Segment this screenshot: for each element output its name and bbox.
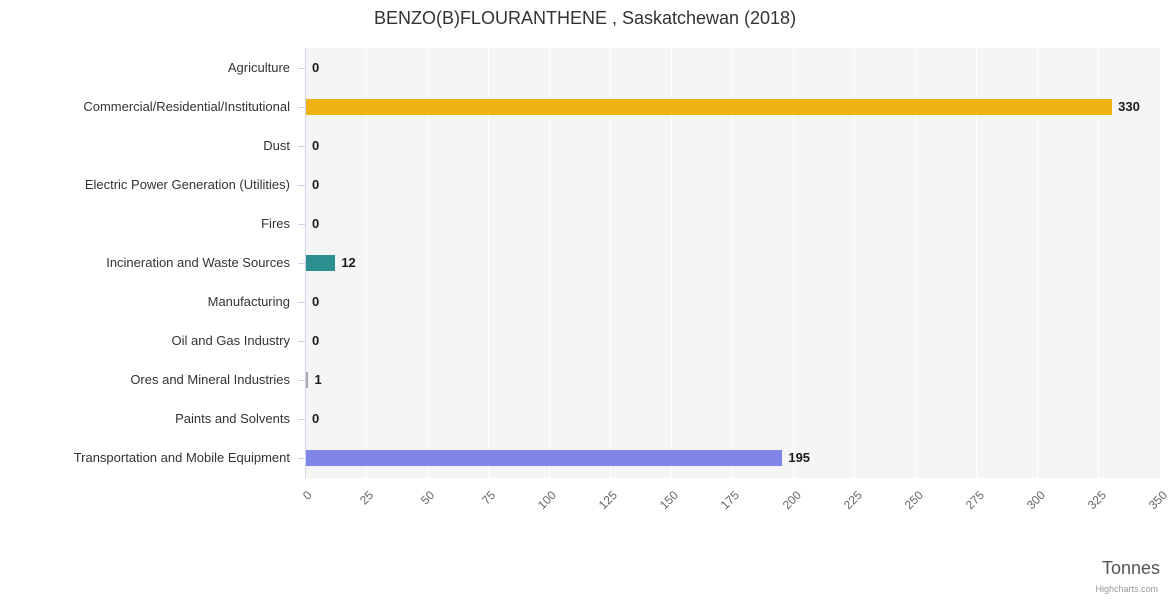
x-gridline	[793, 48, 795, 478]
x-gridline	[1037, 48, 1039, 478]
category-tick	[298, 106, 305, 108]
category-label: Electric Power Generation (Utilities)	[84, 176, 290, 192]
x-gridline	[854, 48, 856, 478]
x-tick-label-text: 100	[535, 488, 560, 513]
x-tick-label-text: 300	[1023, 488, 1048, 513]
x-gridline	[426, 48, 428, 478]
category-label: Oil and Gas Industry	[171, 333, 291, 349]
value-label: 0	[312, 333, 320, 349]
category-tick	[298, 184, 305, 186]
value-label: 330	[1118, 98, 1140, 114]
x-tick-label-text: 275	[962, 488, 987, 513]
x-gridline	[732, 48, 733, 478]
category-label: Ores and Mineral Industries	[130, 372, 290, 388]
x-gridline	[1098, 48, 1100, 478]
category-label: Fires	[261, 215, 290, 231]
category-label: Manufacturing	[207, 294, 290, 310]
x-gridline	[365, 48, 367, 478]
category-label: Incineration and Waste Sources	[106, 255, 290, 270]
value-label: 0	[312, 294, 320, 310]
x-gridline	[1159, 48, 1161, 478]
x-tick-label-text: 125	[596, 488, 621, 513]
value-label: 0	[312, 137, 320, 153]
category-label: Agriculture	[227, 59, 290, 75]
value-label: 0	[312, 215, 320, 231]
category-tick	[298, 263, 305, 264]
chart-title: BENZO(B)FLOURANTHENE , Saskatchewan (201…	[373, 8, 797, 28]
x-gridline	[548, 48, 550, 478]
x-gridline	[976, 48, 978, 478]
x-tick-label-text: 350	[1145, 488, 1170, 513]
bar[interactable]	[306, 255, 336, 271]
bar[interactable]	[306, 98, 1113, 115]
category-tick	[298, 302, 305, 304]
x-tick-label-text: 250	[901, 488, 926, 513]
bar[interactable]	[306, 372, 309, 389]
x-gridline	[487, 48, 489, 478]
x-gridline	[609, 48, 611, 478]
x-tick-label-text: 75	[478, 488, 499, 508]
value-label: 12	[341, 255, 356, 270]
category-tick	[298, 145, 305, 147]
category-tick	[298, 419, 305, 421]
x-gridline	[670, 48, 672, 478]
x-tick-label-text: 200	[779, 488, 804, 513]
x-tick-label-text: 50	[417, 488, 438, 508]
y-axis-line	[305, 48, 306, 478]
value-label: 0	[312, 176, 320, 192]
x-tick-label-text: 0	[300, 488, 315, 503]
x-tick-label-text: 25	[356, 488, 376, 508]
value-label: 195	[788, 450, 811, 466]
category-tick	[298, 341, 305, 343]
category-tick	[298, 380, 305, 382]
category-tick	[298, 223, 305, 225]
category-label: Commercial/Residential/Institutional	[83, 98, 290, 114]
x-tick-label-text: 150	[657, 488, 682, 513]
category-tick	[298, 458, 305, 460]
x-tick-label-text: 225	[840, 488, 865, 513]
value-label: 0	[312, 411, 320, 427]
x-axis-title: Tonnes	[1101, 558, 1160, 578]
category-label: Transportation and Mobile Equipment	[73, 450, 290, 466]
x-tick-label-text: 325	[1084, 488, 1109, 513]
bar[interactable]	[306, 450, 783, 467]
category-label: Dust	[263, 137, 290, 153]
highcharts-credit-link[interactable]: Highcharts.com	[1095, 584, 1158, 594]
x-gridline	[915, 48, 917, 478]
category-tick	[298, 67, 305, 69]
value-label: 0	[312, 59, 320, 75]
x-tick-label-text: 175	[718, 488, 743, 513]
category-label: Paints and Solvents	[175, 411, 290, 427]
value-label: 1	[314, 372, 322, 388]
